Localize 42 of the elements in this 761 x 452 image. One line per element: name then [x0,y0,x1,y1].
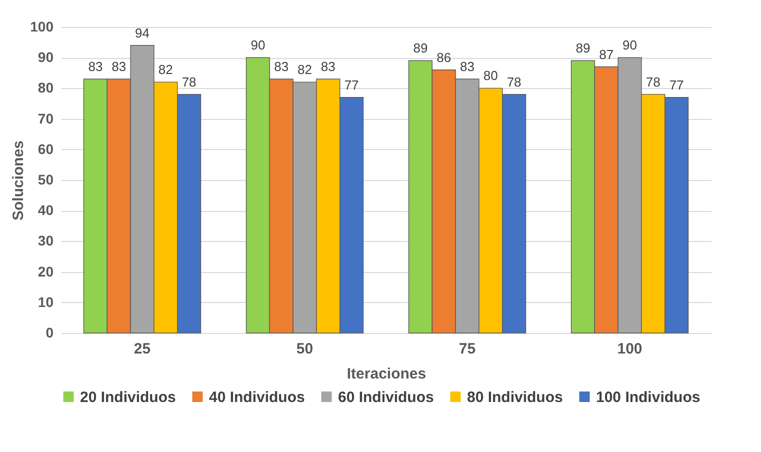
y-tick-label: 20 [38,263,54,280]
x-tick-label: 75 [458,340,476,358]
data-label: 90 [622,38,637,53]
y-tick-label: 80 [38,80,54,96]
y-tick-label: 40 [38,202,54,218]
legend-label: 20 Individuos [80,388,176,406]
data-label: 82 [158,62,173,78]
data-label: 78 [506,74,522,90]
data-label: 83 [274,59,289,74]
y-tick-label: 100 [30,18,54,34]
legend-label: 60 Individuos [338,388,434,406]
y-tick-label: 60 [38,140,54,157]
data-label: 89 [413,40,428,56]
data-label: 94 [135,25,150,40]
x-axis-title: Iteraciones [346,366,426,382]
data-label: 78 [182,74,196,90]
y-axis-title: Soluciones [10,140,28,221]
y-tick-label: 10 [38,294,54,310]
data-label: 90 [250,38,266,53]
legend-label: 100 Individuos [596,388,700,406]
y-tick-label: 0 [46,324,54,340]
data-label: 87 [599,46,614,62]
data-label: 77 [669,77,684,92]
data-label: 86 [436,50,452,65]
data-label: 78 [646,74,660,90]
data-label: 83 [112,59,126,74]
legend-label: 80 Individuos [467,388,563,406]
legend-label: 40 Individuos [209,388,305,406]
y-tick-label: 70 [38,110,54,126]
data-label: 82 [298,62,312,78]
y-tick-label: 90 [38,49,54,66]
data-label: 83 [320,59,336,74]
y-tick-label: 50 [38,172,54,188]
data-label: 83 [460,59,474,74]
x-tick-label: 25 [134,340,151,358]
data-label: 80 [483,68,498,84]
data-label: 89 [576,40,590,56]
x-tick-label: 100 [617,340,642,358]
data-label: 77 [344,77,359,92]
data-label: 83 [88,59,103,74]
x-tick-label: 50 [296,340,314,358]
y-tick-label: 30 [38,232,54,249]
